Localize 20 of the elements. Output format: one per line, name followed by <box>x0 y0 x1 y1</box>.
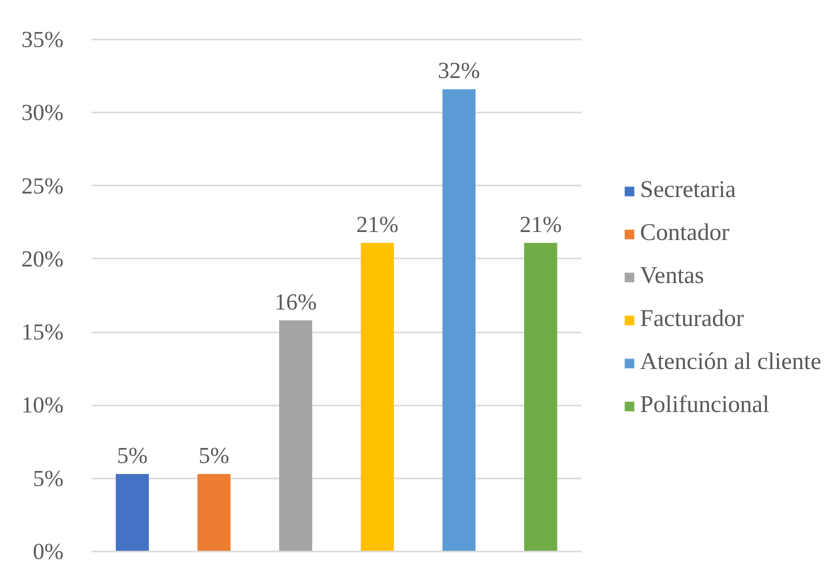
legend-label: Atención al cliente <box>640 349 822 376</box>
data-label: 21% <box>520 212 562 237</box>
y-tick-label: 25% <box>21 173 64 198</box>
y-tick-label: 0% <box>32 539 64 564</box>
data-label: 5% <box>198 442 230 468</box>
legend-label: Contador <box>640 220 730 247</box>
y-tick-label: 15% <box>21 320 64 345</box>
legend-label: Facturador <box>640 306 744 333</box>
legend-label: Ventas <box>640 263 704 290</box>
y-tick-label: 35% <box>21 27 64 52</box>
y-tick-label: 30% <box>21 100 64 126</box>
data-label: 16% <box>274 289 317 314</box>
y-tick-label: 10% <box>21 392 64 418</box>
data-label: 32% <box>438 58 480 84</box>
legend-label: Polifuncional <box>640 392 770 419</box>
data-label: 21% <box>356 212 398 237</box>
y-tick-label: 20% <box>21 246 64 272</box>
data-label: 5% <box>117 442 148 468</box>
y-tick-label: 5% <box>32 466 64 491</box>
legend-label: Secretaria <box>640 177 736 204</box>
